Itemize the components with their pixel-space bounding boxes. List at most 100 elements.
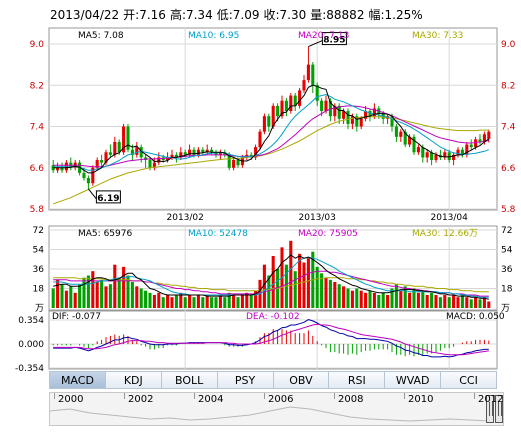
candle-body bbox=[465, 144, 469, 155]
candle-body bbox=[113, 141, 117, 155]
volume-bar bbox=[443, 295, 447, 308]
candle-body bbox=[328, 100, 332, 117]
candle-body bbox=[482, 134, 486, 142]
timeline-price-line bbox=[50, 406, 491, 422]
volume-bar bbox=[240, 295, 244, 308]
volume-bar bbox=[51, 288, 55, 308]
quote-summary: 2013/04/22 开:7.16 高:7.34 低:7.09 收:7.30 量:8888… bbox=[50, 6, 427, 23]
tab-rsi[interactable]: RSI bbox=[329, 371, 386, 389]
timeline-tick bbox=[194, 393, 195, 399]
candle-body bbox=[108, 152, 112, 155]
price-ytick-left: 9.0 bbox=[30, 40, 45, 50]
volume-bar bbox=[91, 271, 95, 308]
candle-body bbox=[333, 105, 337, 117]
volume-bar bbox=[174, 295, 178, 308]
volume-bar bbox=[201, 297, 205, 308]
candle-body bbox=[82, 172, 86, 179]
macd-legend-separator: : bbox=[66, 312, 72, 322]
volume-ytick-right: 36 bbox=[501, 265, 513, 275]
volume-bar bbox=[183, 297, 187, 308]
volume-bar bbox=[390, 288, 394, 308]
volume-bar bbox=[254, 290, 258, 308]
volume-bar bbox=[130, 282, 134, 308]
quote-close: 收:7.30 bbox=[263, 8, 307, 22]
candle-body bbox=[135, 147, 139, 155]
macd-legend-separator: : bbox=[265, 312, 271, 322]
volume-bar bbox=[117, 277, 121, 308]
candle-body bbox=[227, 154, 231, 168]
volume-ma20-line bbox=[53, 270, 489, 297]
annotation-label: 6.19 bbox=[97, 194, 119, 204]
timeline-right-handle[interactable] bbox=[495, 395, 503, 423]
candle-body bbox=[346, 111, 350, 124]
timeline-year-label: 2000 bbox=[58, 394, 84, 405]
timeline-navigator[interactable]: 2000 2002 2004 2006 2008 2010 2012 bbox=[49, 392, 504, 426]
price-legend-ma10: MA10: 6.95 bbox=[188, 31, 239, 41]
volume-bar bbox=[474, 297, 478, 308]
tab-kdj[interactable]: KDJ bbox=[105, 371, 162, 389]
price-legend-value: 7.33 bbox=[443, 31, 463, 41]
volume-ytick-left: 36 bbox=[33, 265, 45, 275]
volume-bar bbox=[328, 279, 332, 308]
volume-bar bbox=[306, 258, 310, 308]
volume-legend-ma5: MA5: 65976 bbox=[78, 229, 132, 239]
volume-bar bbox=[416, 292, 420, 308]
macd-legend-separator: : bbox=[473, 312, 479, 322]
price-legend-separator: : bbox=[98, 31, 104, 41]
volume-legend-value: 75905 bbox=[329, 229, 358, 239]
macd-legend-dif: DIF: -0.077 bbox=[52, 312, 101, 322]
tab-cci[interactable]: CCI bbox=[441, 371, 497, 389]
volume-bar bbox=[293, 271, 297, 308]
tab-obv[interactable]: OBV bbox=[273, 371, 330, 389]
timeline-left-handle[interactable] bbox=[486, 395, 494, 423]
tab-wvad[interactable]: WVAD bbox=[385, 371, 442, 389]
candle-body bbox=[443, 152, 447, 158]
volume-bar bbox=[408, 292, 412, 308]
macd-ytick: 0.354 bbox=[18, 316, 44, 326]
volume-bar bbox=[152, 295, 156, 308]
candle-body bbox=[372, 108, 376, 117]
price-legend-separator: : bbox=[437, 31, 443, 41]
candle-body bbox=[452, 154, 456, 161]
timeline-year-label: 2012 bbox=[478, 394, 504, 405]
tab-macd[interactable]: MACD bbox=[49, 371, 106, 389]
candle-body bbox=[157, 157, 161, 163]
volume-bar bbox=[60, 284, 64, 308]
annotation-pointer bbox=[88, 188, 97, 200]
candle-body bbox=[258, 131, 262, 148]
volume-legend-separator: : bbox=[98, 229, 104, 239]
price-legend-ma30: MA30: 7.33 bbox=[412, 31, 463, 41]
volume-bar bbox=[73, 292, 77, 308]
volume-legend-value: 52478 bbox=[219, 229, 248, 239]
timeline-year-label: 2008 bbox=[338, 394, 364, 405]
candle-body bbox=[311, 64, 315, 86]
candle-body bbox=[284, 100, 288, 112]
volume-bar bbox=[346, 288, 350, 308]
candle-body bbox=[293, 95, 297, 106]
macd-legend-dea: DEA: -0.102 bbox=[246, 312, 300, 322]
candle-body bbox=[474, 139, 478, 148]
volume-bar bbox=[368, 290, 372, 308]
volume-legend-value: 12.66万 bbox=[443, 229, 478, 239]
volume-bar bbox=[122, 266, 126, 308]
tab-boll[interactable]: BOLL bbox=[161, 371, 218, 389]
candle-body bbox=[166, 157, 170, 161]
volume-bar bbox=[126, 275, 130, 308]
volume-bar bbox=[69, 286, 73, 308]
candle-body bbox=[201, 149, 205, 153]
volume-ma5-line bbox=[53, 254, 489, 300]
candle-body bbox=[390, 116, 394, 127]
volume-bar bbox=[95, 282, 99, 308]
macd-legend-value: -0.102 bbox=[271, 312, 300, 322]
price-ytick-right: 9.0 bbox=[501, 40, 516, 50]
price-ytick-left: 5.8 bbox=[30, 205, 45, 215]
candle-body bbox=[394, 126, 398, 137]
volume-bar bbox=[469, 299, 473, 308]
candle-body bbox=[478, 139, 482, 142]
volume-ma10-line bbox=[53, 256, 489, 298]
volume-bar bbox=[161, 297, 165, 308]
tab-psy[interactable]: PSY bbox=[217, 371, 274, 389]
volume-bar bbox=[320, 273, 324, 308]
timeline-tick bbox=[124, 393, 125, 399]
